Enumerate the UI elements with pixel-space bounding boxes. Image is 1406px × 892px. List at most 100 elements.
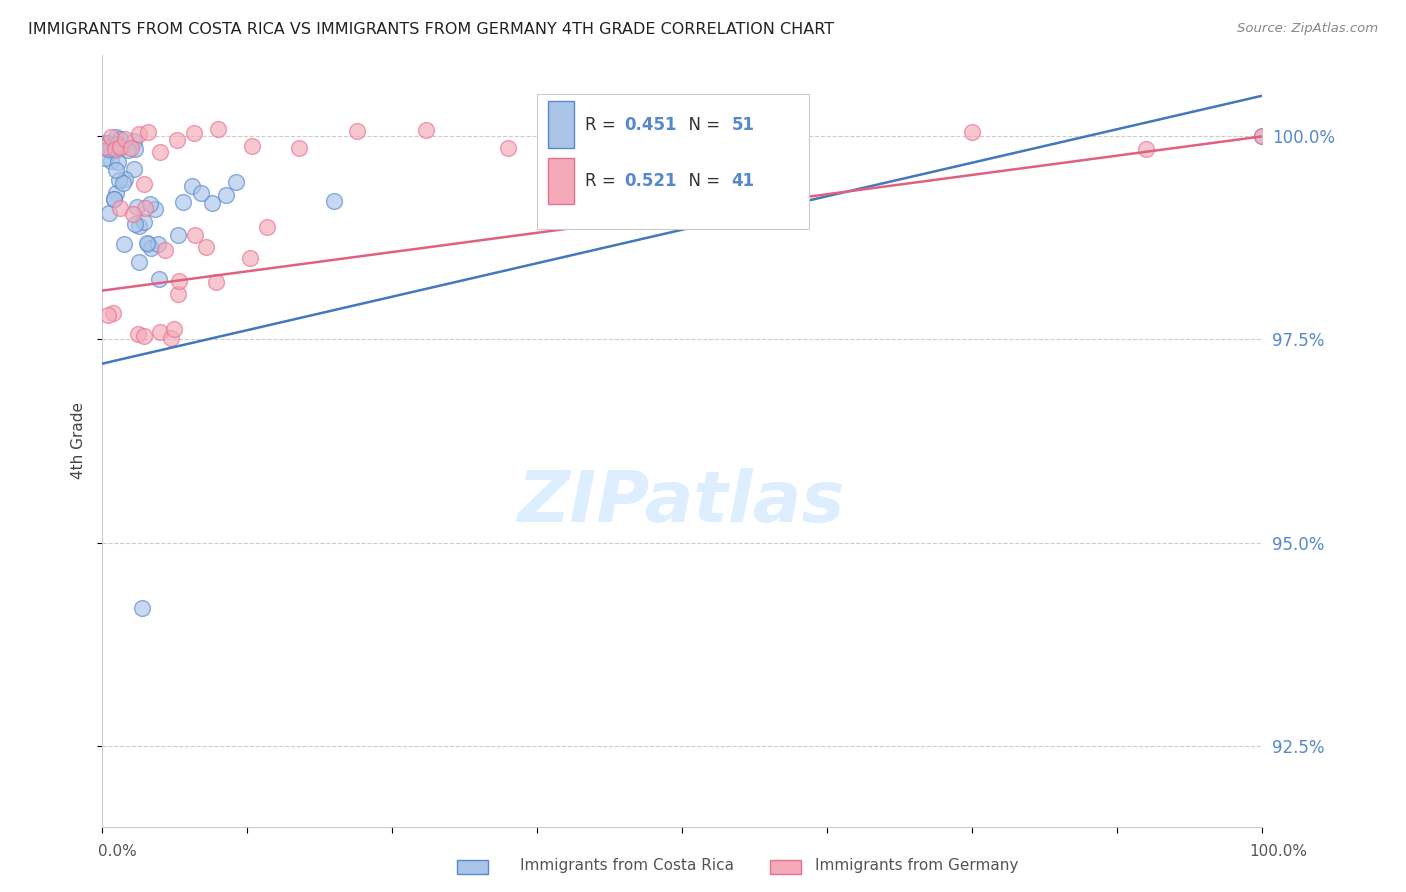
Point (166, 133, 188, 147)
Point (239, 252, 262, 266)
Y-axis label: 4th Grade: 4th Grade (72, 402, 86, 480)
Bar (548, 158, 574, 204)
Point (124, 134, 146, 148)
Point (97, 308, 120, 322)
Text: 0.521: 0.521 (624, 172, 676, 190)
Point (132, 178, 155, 192)
Point (103, 192, 125, 206)
Point (97, 142, 120, 156)
Point (225, 175, 247, 189)
Point (94, 152, 117, 166)
Point (139, 197, 162, 211)
Point (103, 192, 125, 206)
Point (159, 331, 181, 345)
Point (128, 219, 150, 233)
Text: Immigrants from Germany: Immigrants from Germany (815, 858, 1019, 872)
Point (136, 236, 159, 251)
Point (180, 179, 202, 194)
Point (100, 153, 122, 168)
Point (108, 140, 131, 154)
Point (134, 215, 156, 229)
Text: R =: R = (585, 116, 621, 134)
Point (127, 326, 149, 341)
Point (131, 600, 153, 615)
Point (1135, 141, 1157, 155)
Point (107, 141, 129, 155)
Bar (548, 102, 574, 148)
Point (1251, 129, 1274, 144)
Text: N =: N = (678, 172, 725, 190)
Text: 100.0%: 100.0% (1250, 845, 1308, 859)
Point (215, 188, 238, 202)
Point (135, 235, 157, 250)
Point (162, 322, 184, 336)
Point (105, 137, 128, 152)
Point (124, 217, 146, 231)
Point (288, 141, 311, 155)
Point (183, 126, 205, 140)
Point (103, 136, 125, 151)
Point (134, 201, 156, 215)
Text: Source: ZipAtlas.com: Source: ZipAtlas.com (1237, 22, 1378, 36)
Point (786, 128, 808, 142)
Point (97, 136, 120, 151)
Point (346, 124, 368, 138)
Point (415, 123, 437, 137)
Point (207, 121, 229, 136)
Point (108, 201, 131, 215)
Point (104, 144, 127, 158)
Point (104, 142, 127, 156)
Point (100, 144, 122, 158)
Point (201, 196, 224, 211)
Point (103, 306, 125, 320)
Point (122, 162, 145, 177)
Point (104, 130, 127, 145)
FancyBboxPatch shape (537, 94, 810, 228)
Text: R =: R = (585, 172, 621, 190)
Point (94, 136, 117, 150)
Point (256, 219, 278, 234)
Point (100, 141, 122, 155)
Point (148, 271, 170, 285)
Point (148, 145, 170, 159)
Point (143, 202, 166, 217)
Point (117, 143, 139, 157)
Text: 51: 51 (731, 116, 755, 134)
Point (167, 228, 190, 243)
Point (100, 129, 122, 144)
Point (172, 194, 194, 209)
Point (101, 144, 124, 158)
Point (167, 286, 190, 301)
Point (114, 172, 136, 186)
Point (104, 138, 127, 153)
Point (322, 194, 344, 209)
Point (1251, 129, 1274, 144)
Point (195, 240, 218, 254)
Point (190, 186, 212, 201)
Point (108, 173, 131, 187)
Point (98, 206, 121, 220)
Point (153, 243, 176, 257)
Point (167, 274, 190, 288)
Point (114, 131, 136, 145)
Point (132, 328, 155, 343)
Text: IMMIGRANTS FROM COSTA RICA VS IMMIGRANTS FROM GERMANY 4TH GRADE CORRELATION CHAR: IMMIGRANTS FROM COSTA RICA VS IMMIGRANTS… (28, 22, 834, 37)
Point (110, 132, 132, 146)
Point (613, 135, 636, 149)
Text: ZIPatlas: ZIPatlas (517, 468, 845, 537)
Point (127, 200, 149, 214)
Point (120, 141, 142, 155)
Point (104, 186, 127, 200)
Point (496, 141, 519, 155)
Point (136, 125, 159, 139)
Point (128, 127, 150, 141)
Point (112, 177, 135, 191)
Text: N =: N = (678, 116, 725, 134)
Point (183, 227, 205, 242)
Point (139, 241, 162, 255)
Point (122, 207, 145, 221)
Point (148, 325, 170, 339)
Point (242, 139, 264, 153)
Point (146, 237, 169, 252)
Point (124, 142, 146, 156)
